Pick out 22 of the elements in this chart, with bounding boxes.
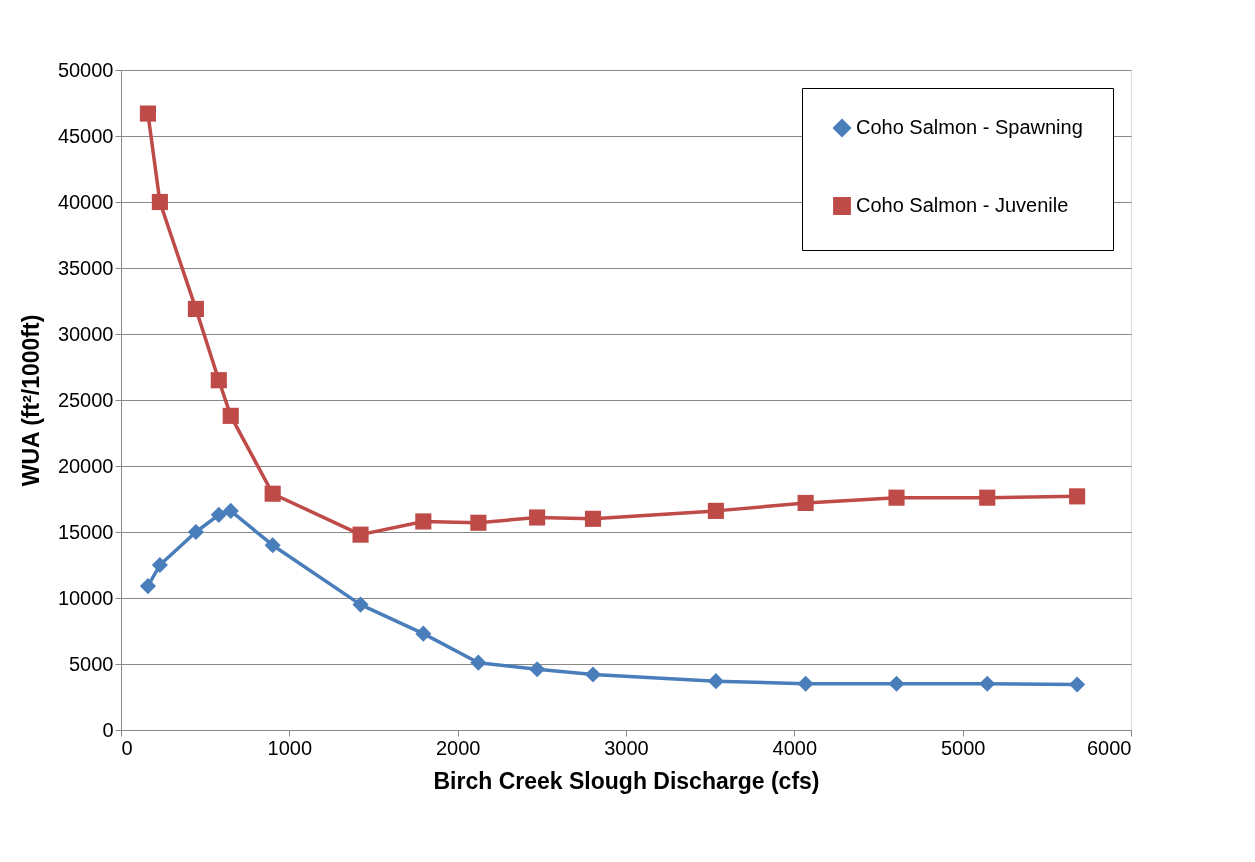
x-tick-label: 6000	[1087, 736, 1132, 759]
x-tick-label: 0	[121, 736, 133, 759]
y-tick-label: 40000	[57, 190, 114, 213]
y-tick-label: 50000	[57, 58, 114, 81]
y-tick-label: 25000	[57, 388, 114, 411]
x-tick-label: 4000	[772, 736, 818, 759]
x-tick-label: 1000	[267, 736, 313, 759]
y-tick-label: 30000	[57, 322, 114, 345]
y-tick-label: 5000	[69, 652, 114, 675]
x-axis-title: Birch Creek Slough Discharge (cfs)	[433, 767, 820, 794]
x-tick-label: 3000	[604, 736, 649, 759]
legend-label: Coho Salmon - Juvenile	[856, 194, 1069, 216]
y-tick-label: 45000	[57, 124, 114, 147]
x-tick-label: 5000	[940, 736, 986, 759]
y-tick-label: 10000	[57, 586, 114, 609]
legend-label: Coho Salmon - Spawning	[856, 116, 1083, 138]
y-tick-label: 20000	[57, 454, 114, 477]
y-tick-label: 15000	[57, 520, 114, 543]
y-tick-label: 0	[102, 718, 114, 741]
x-tick-label: 2000	[435, 736, 481, 759]
y-tick-label: 35000	[57, 256, 114, 279]
y-axis-title: WUA (ft²/1000ft)	[17, 314, 44, 487]
